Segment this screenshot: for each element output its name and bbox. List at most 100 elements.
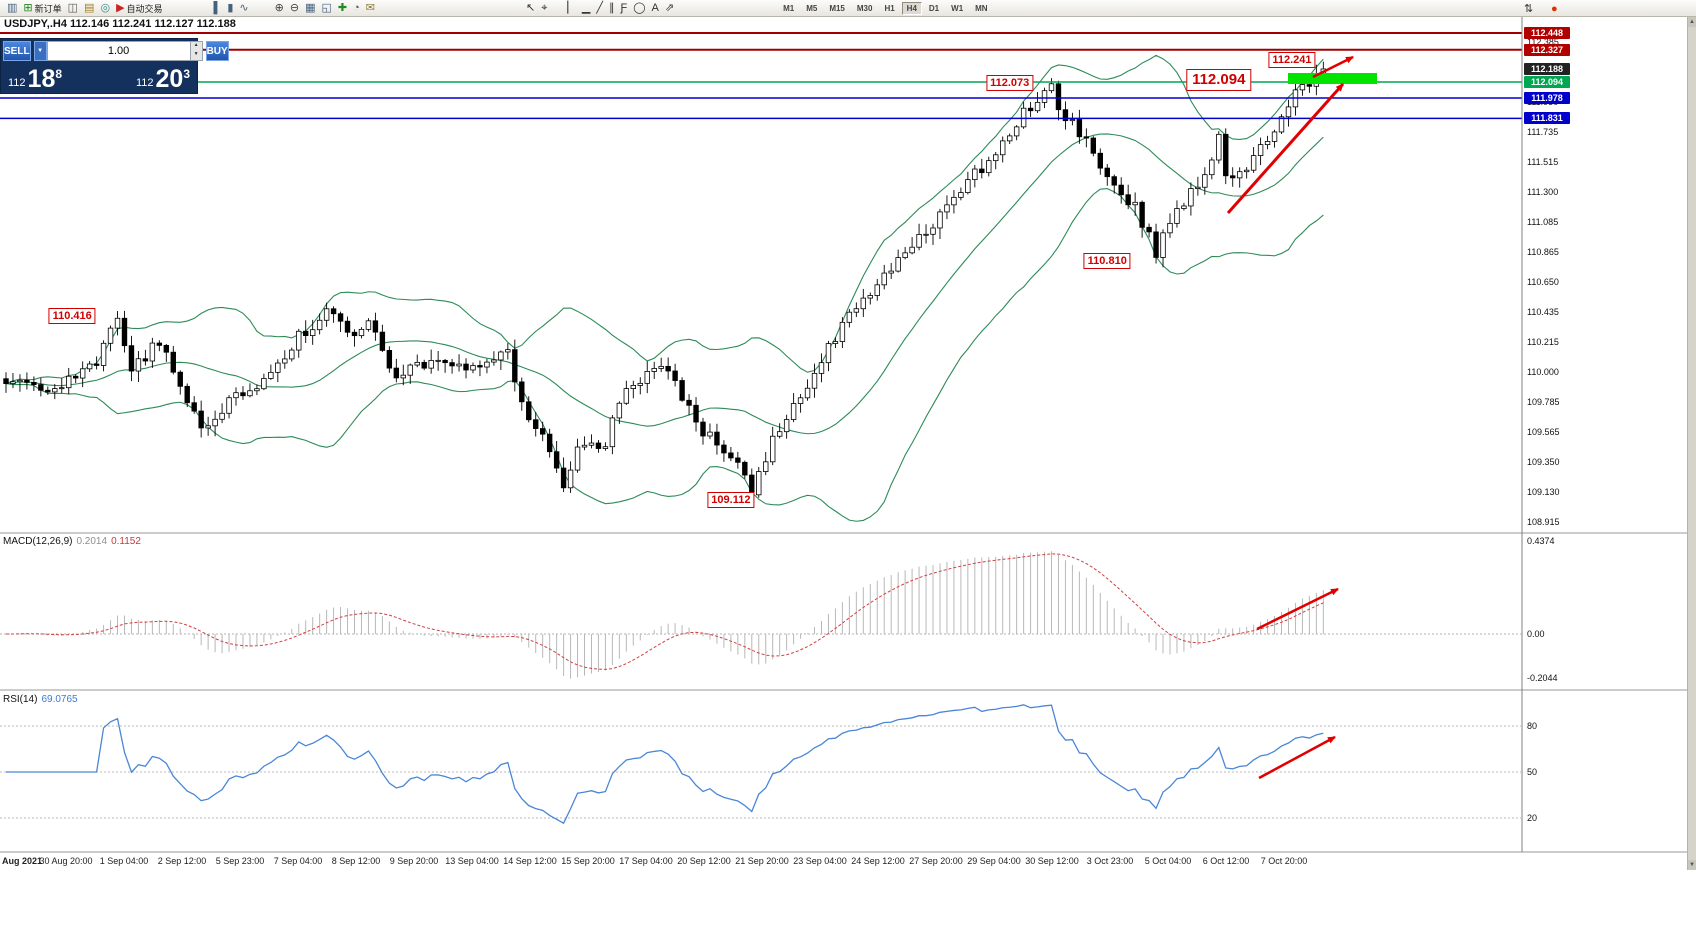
crosshair-icon[interactable]: ⌖ [539, 1, 549, 16]
breakout-arrow[interactable] [1312, 55, 1354, 79]
profiles-icon[interactable]: ▤ [82, 1, 96, 16]
mail-icon-glyph: ✉ [365, 2, 375, 14]
chart-window-icon[interactable]: ◫ [66, 1, 80, 16]
chart-title: USDJPY,.H4 112.146 112.241 112.127 112.1… [4, 18, 236, 30]
timeframe-m5[interactable]: M5 [806, 3, 818, 13]
price-annotation-110.810[interactable]: 110.810 [1083, 253, 1131, 270]
bar-chart-icon[interactable]: ▌ [212, 1, 224, 16]
buy-button[interactable]: BUY [205, 41, 229, 61]
horizontal-line-tool-icon[interactable]: ▁ [580, 1, 592, 16]
macd-layer [0, 551, 1522, 679]
macd-arrow[interactable] [1256, 587, 1339, 631]
alert-dot-icon[interactable]: ● [1549, 1, 1560, 16]
fibonacci-tool-icon[interactable]: Ƒ [618, 1, 629, 16]
one-click-trading-panel: SELL ▼ ▲ ▼ BUY 112 18 8 112 20 3 [0, 38, 229, 94]
new-order-button[interactable]: ⊞ 新订单 [21, 1, 63, 16]
buy-price-big: 20 [155, 65, 184, 93]
vertical-line-tool-icon-glyph: ▏ [567, 2, 576, 14]
tile-windows-icon-glyph: ▦ [305, 2, 316, 14]
toolbar-group-trade: ▥ ⊞ 新订单 ◫ ▤ ◎ ▶ 自动交易 [4, 1, 166, 16]
dividers-layer [0, 17, 1696, 853]
volume-input[interactable] [46, 41, 191, 61]
trendline-tool-icon[interactable]: ╱ [594, 1, 605, 16]
price-annotation-109.112[interactable]: 109.112 [707, 491, 755, 508]
chart-shift-icon[interactable]: ▥ [5, 1, 19, 16]
sell-price: 112 18 8 [8, 62, 62, 92]
horizontal-lines-layer [0, 32, 1522, 120]
clock-icon[interactable]: ◔ [351, 1, 362, 16]
line-chart-icon[interactable]: ∿ [237, 1, 250, 16]
vertical-scrollbar[interactable]: ▲ ▼ [1687, 17, 1696, 870]
sell-price-big: 18 [27, 65, 56, 93]
text-tool-icon[interactable]: A [650, 1, 661, 16]
sell-price-prefix: 112 [8, 77, 26, 89]
price-annotation-110.416[interactable]: 110.416 [48, 308, 96, 325]
bar-chart-icon-glyph: ▌ [213, 2, 222, 14]
scroll-down-icon[interactable]: ▼ [1688, 860, 1696, 870]
volume-decrease-icon[interactable]: ▼ [193, 51, 199, 57]
clock-icon-glyph: ◔ [353, 2, 360, 14]
rsi-arrow[interactable] [1258, 735, 1336, 780]
horizontal-line-tool-icon-glyph: ▁ [581, 2, 591, 14]
zoom-in-icon[interactable]: ⊕ [273, 1, 286, 16]
ellipse-tool-icon[interactable]: ◯ [631, 1, 647, 16]
channel-tool-icon[interactable]: ∥ [607, 1, 617, 16]
zoom-out-icon-glyph: ⊖ [289, 2, 300, 14]
macd-indicator-label: MACD(12,26,9) 0.2014 0.1152 [3, 536, 141, 547]
price-annotation-112.094[interactable]: 112.094 [1186, 69, 1252, 92]
rsi-name: RSI(14) [3, 694, 38, 705]
cursor-icon-glyph: ↖ [525, 2, 536, 14]
volume-spinner: ▲ ▼ [190, 41, 203, 61]
timeframe-m30[interactable]: M30 [856, 3, 873, 13]
cascade-windows-icon[interactable]: ◱ [319, 1, 333, 16]
price-annotation-112.073[interactable]: 112.073 [986, 75, 1034, 92]
candles-layer [3, 61, 1327, 498]
volume-increase-icon[interactable]: ▲ [193, 42, 199, 48]
volume-control: ▼ ▲ ▼ [33, 41, 203, 61]
zoom-out-icon[interactable]: ⊖ [288, 1, 301, 16]
timeframe-w1[interactable]: W1 [951, 3, 964, 13]
scale-updown-icon[interactable]: ⇅ [1522, 1, 1535, 16]
timeframe-h1[interactable]: H1 [884, 3, 895, 13]
sell-button[interactable]: SELL [3, 41, 31, 61]
sell-price-sup: 8 [55, 67, 63, 81]
auto-trading-button[interactable]: ▶ 自动交易 [114, 1, 164, 16]
candle-chart-icon[interactable]: ▮ [225, 1, 235, 16]
zoom-in-icon-glyph: ⊕ [274, 2, 284, 14]
timeframe-m1[interactable]: M1 [783, 3, 795, 13]
auto-trading-glyph: ▶ [116, 2, 125, 14]
trendline-tool-icon-glyph: ╱ [596, 2, 603, 14]
price-annotation-112.241[interactable]: 112.241 [1268, 52, 1316, 69]
refresh-icon-glyph: ◎ [100, 2, 111, 14]
scale-updown-icon: ⇅ [1524, 2, 1534, 15]
vertical-line-tool-icon[interactable]: ▏ [565, 1, 577, 16]
cursor-icon[interactable]: ↖ [524, 1, 537, 16]
scroll-up-icon[interactable]: ▲ [1688, 17, 1696, 27]
timeframe-h4[interactable]: H4 [901, 1, 922, 15]
toolbar-group-chart-type: ▌ ▮ ∿ [211, 1, 252, 16]
buy-price-prefix: 112 [135, 77, 154, 89]
channel-tool-icon-glyph: ∥ [608, 2, 615, 14]
tile-windows-icon[interactable]: ▦ [303, 1, 317, 16]
refresh-icon[interactable]: ◎ [98, 1, 112, 16]
mail-icon[interactable]: ✉ [364, 1, 377, 16]
macd-main-value: 0.2014 [76, 536, 108, 547]
timeframe-toolbar: M1 M5 M15 M30 H1 H4 D1 W1 MN [777, 1, 994, 15]
profiles-icon-glyph: ▤ [84, 2, 95, 14]
timeframe-m15[interactable]: M15 [829, 3, 845, 13]
trend-arrow-main[interactable] [1226, 83, 1345, 214]
highlight-band[interactable] [1288, 73, 1377, 84]
arrows-tool-icon[interactable]: ⇗ [663, 1, 676, 16]
arrows-tool-icon-glyph: ⇗ [664, 2, 675, 14]
text-tool-icon-glyph: A [651, 2, 659, 14]
arrows-layer [1226, 55, 1354, 780]
chart-shift-icon-glyph: ▥ [7, 2, 18, 14]
timeframe-d1[interactable]: D1 [928, 3, 940, 13]
volume-dropdown-icon[interactable]: ▼ [33, 41, 47, 61]
toolbar-group-cursor: ↖ ⌖ [523, 1, 550, 16]
add-indicator-icon[interactable]: ✚ [336, 1, 349, 16]
timeframe-mn[interactable]: MN [975, 3, 988, 13]
cascade-windows-icon-glyph: ◱ [321, 2, 332, 14]
